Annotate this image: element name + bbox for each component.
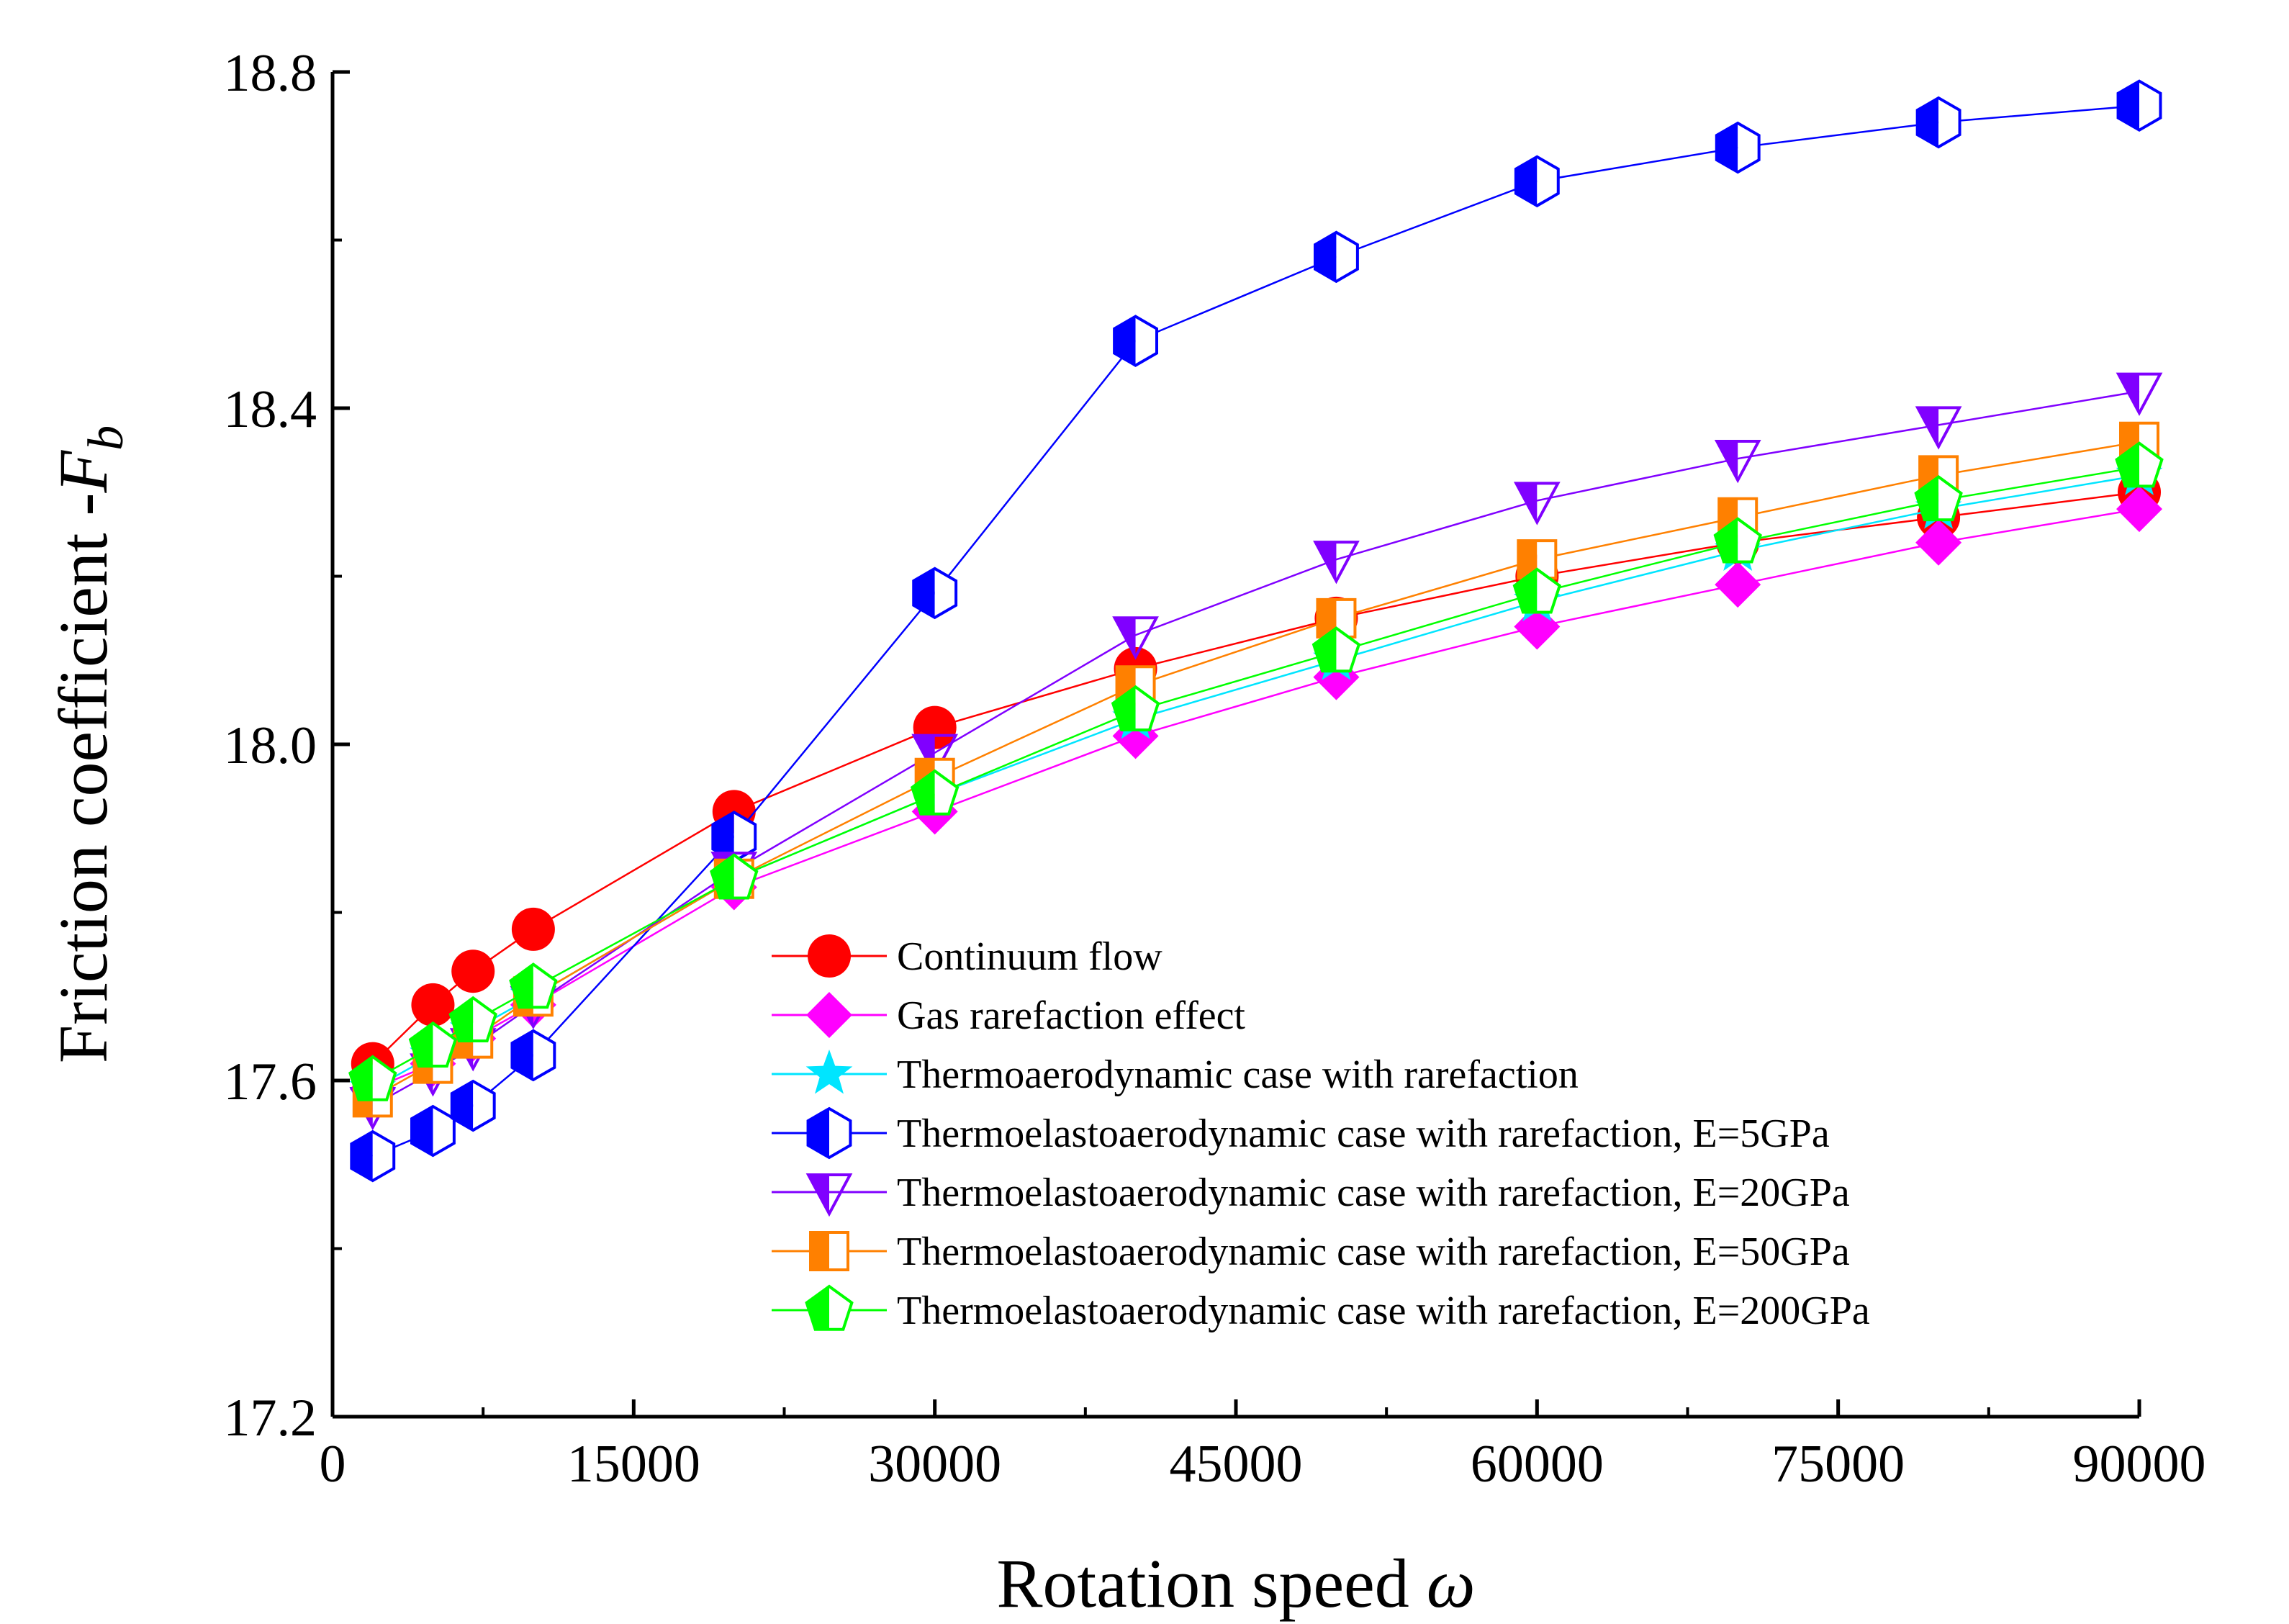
data-point: [710, 853, 759, 900]
data-point: [1313, 230, 1359, 284]
data-point: [2115, 441, 2164, 488]
legend-marker: [805, 1050, 853, 1094]
series-6: [352, 421, 2159, 1118]
data-point: [1915, 406, 1962, 450]
x-tick-label: 60000: [1471, 1435, 1604, 1494]
legend-item-4: Thermoelastoaerodynamic case with rarefa…: [772, 1106, 1830, 1160]
y-axis-title: Friction coefficient -Fb: [45, 425, 134, 1063]
legend: Continuum flow Gas rarefaction effect Ther…: [772, 934, 1870, 1333]
legend-marker: [808, 934, 851, 978]
data-point: [509, 962, 558, 1009]
data-point: [448, 996, 497, 1042]
series-7: [348, 441, 2164, 1101]
legend-marker: [806, 1106, 852, 1160]
series-4: [350, 79, 2162, 1183]
legend-label: Thermoelastoaerodynamic case with rarefa…: [897, 1170, 1850, 1215]
data-point: [1715, 121, 1761, 174]
series-line: [372, 390, 2140, 1107]
legend-marker: [806, 992, 852, 1038]
x-tick-label: 45000: [1170, 1435, 1303, 1494]
x-tick-label: 30000: [868, 1435, 1001, 1494]
data-point: [450, 1079, 496, 1132]
x-tick-label: 15000: [567, 1435, 700, 1494]
data-point: [1915, 519, 1962, 566]
data-point: [1715, 561, 1761, 608]
series-line: [372, 466, 2140, 1082]
axes: 0 15000 30000 45000 60000 75000 90000 17.2 17.6 1…: [45, 44, 2206, 1622]
data-point: [411, 983, 455, 1027]
legend-marker: [805, 1173, 853, 1217]
data-point: [910, 769, 960, 816]
y-tick-label: 18.0: [224, 716, 317, 775]
plot-area: [348, 79, 2164, 1183]
x-tick-label: 0: [320, 1435, 346, 1494]
series-line: [372, 474, 2140, 1090]
x-tick-label: 90000: [2073, 1435, 2206, 1494]
legend-item-3: Thermoaerodynamic case with rarefaction: [772, 1050, 1579, 1097]
legend-label: Thermoaerodynamic case with rarefaction: [897, 1052, 1579, 1097]
y-tick-label: 18.8: [224, 44, 317, 103]
data-point: [1514, 155, 1560, 208]
legend-label: Thermoelastoaerodynamic case with rarefa…: [897, 1111, 1830, 1156]
series-3: [349, 451, 2163, 1109]
data-point: [1714, 440, 1761, 484]
legend-item-6: Thermoelastoaerodynamic case with rarefa…: [772, 1230, 1850, 1274]
data-point: [408, 1021, 458, 1068]
data-point: [348, 1055, 397, 1101]
data-point: [711, 811, 757, 863]
data-point: [510, 1029, 556, 1082]
legend-item-1: Continuum flow: [772, 934, 1162, 979]
data-point: [350, 1129, 396, 1183]
y-tick-label: 17.6: [224, 1052, 317, 1111]
series-line: [372, 508, 2140, 1090]
data-point: [1915, 96, 1961, 149]
data-point: [511, 907, 555, 951]
data-point: [1513, 482, 1561, 525]
data-point: [451, 949, 495, 993]
data-point: [1112, 616, 1159, 660]
data-point: [1316, 597, 1357, 639]
series-5: [349, 372, 2163, 1131]
data-point: [912, 567, 958, 620]
legend-label: Gas rarefaction effect: [897, 993, 1245, 1038]
y-tick-label: 17.2: [224, 1389, 317, 1448]
legend-label: Thermoelastoaerodynamic case with rarefa…: [897, 1230, 1850, 1274]
data-point: [1113, 315, 1159, 367]
data-point: [1111, 685, 1160, 731]
data-point: [1512, 567, 1562, 614]
data-point: [1517, 539, 1558, 580]
x-axis-title: Rotation speed ω: [996, 1545, 1475, 1622]
data-point: [410, 1104, 456, 1158]
data-point: [1313, 541, 1360, 585]
legend-marker: [805, 1284, 854, 1331]
data-point: [1914, 474, 1963, 522]
data-point: [2116, 79, 2162, 132]
legend-marker: [809, 1231, 849, 1271]
legend-label: Thermoelastoaerodynamic case with rarefa…: [897, 1289, 1870, 1333]
series-line: [372, 104, 2140, 1158]
series-1: [351, 470, 2161, 1086]
legend-label: Continuum flow: [897, 934, 1162, 979]
series-line: [371, 491, 2140, 1065]
legend-item-2: Gas rarefaction effect: [772, 992, 1245, 1038]
x-tick-label: 75000: [1771, 1435, 1905, 1494]
series-2: [349, 486, 2162, 1112]
legend-item-7: Thermoelastoaerodynamic case with rarefa…: [772, 1284, 1870, 1333]
data-point: [1713, 517, 1762, 564]
data-point: [2116, 486, 2162, 533]
series-line: [372, 441, 2140, 1099]
legend-item-5: Thermoelastoaerodynamic case with rarefa…: [772, 1170, 1850, 1217]
y-tick-label: 18.4: [224, 380, 317, 439]
data-point: [2116, 372, 2163, 416]
data-point: [1311, 626, 1361, 673]
